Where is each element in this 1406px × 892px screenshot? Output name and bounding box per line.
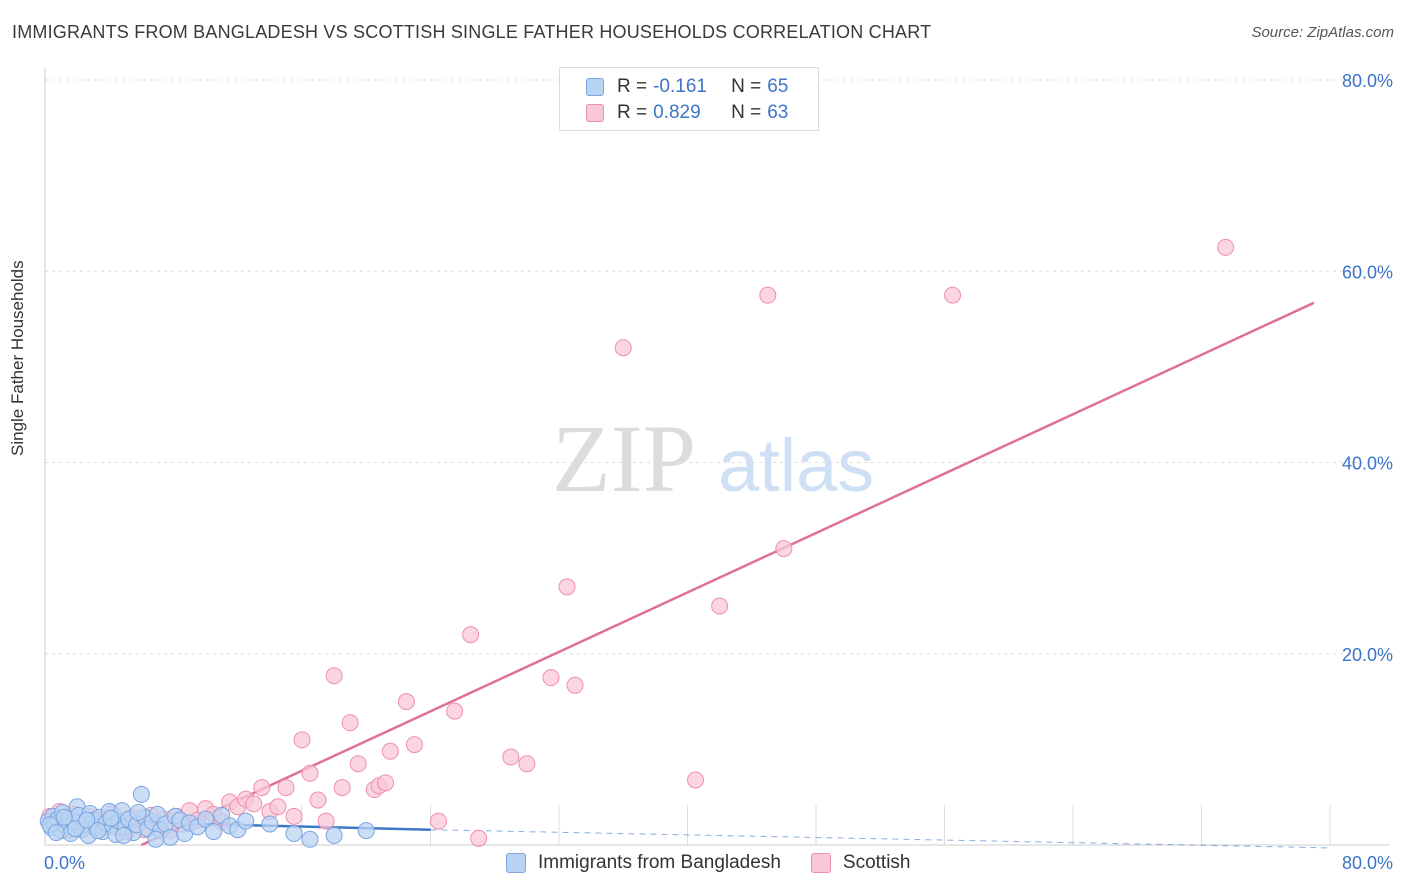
y-tick-label: 40.0% [1342,454,1393,474]
point-bangladesh [285,825,303,843]
y-tick-label: 80.0% [1342,71,1393,91]
point-scottish [317,812,335,830]
data-points [39,238,1235,848]
point-bangladesh [261,815,279,833]
point-scottish [558,578,576,596]
point-bangladesh [67,820,85,838]
point-bangladesh [47,824,65,842]
x-tick-label: 0.0% [44,853,85,873]
point-scottish [614,339,632,357]
legend-r-label: R = [617,102,648,123]
point-scottish [566,676,584,694]
trend-line-bangladesh-extended [430,829,1331,849]
grid-lines [45,79,1390,845]
point-scottish [470,829,488,847]
watermark-zip: ZIP [552,405,696,512]
point-scottish [381,742,399,760]
point-scottish [502,748,520,766]
point-scottish [405,736,423,754]
point-scottish [1217,238,1235,256]
point-scottish [269,798,287,816]
series-legend: Immigrants from Bangladesh Scottish [506,852,940,874]
axes [44,68,1390,846]
legend-label-scottish: Scottish [842,852,911,873]
point-scottish [446,702,464,720]
chart-title: IMMIGRANTS FROM BANGLADESH VS SCOTTISH S… [12,22,932,42]
point-scottish [542,669,560,687]
point-bangladesh [115,826,133,844]
point-scottish [325,667,343,685]
legend-r-label: R = [617,76,648,97]
point-bangladesh [78,811,96,829]
watermark-atlas: atlas [718,424,874,507]
legend-row-bangladesh: R = -0.161 N = 65 [586,75,788,99]
trend-lines [44,301,1331,849]
point-scottish [775,540,793,558]
watermark: ZIP atlas [552,405,874,512]
point-bangladesh [147,830,165,848]
point-bangladesh [357,822,375,840]
legend-label-bangladesh: Immigrants from Bangladesh [538,852,781,873]
point-scottish [277,779,295,797]
x-tick-label: 80.0% [1342,853,1393,873]
point-bangladesh [301,830,319,848]
point-scottish [285,807,303,825]
legend-row-scottish: R = 0.829 N = 63 [586,101,788,125]
y-tick-label: 60.0% [1342,262,1393,282]
correlation-legend: R = -0.161 N = 65 R = 0.829 N = 63 [559,67,819,131]
point-scottish [944,286,962,304]
point-bangladesh [325,826,343,844]
point-scottish [245,795,263,813]
point-scottish [518,755,536,773]
y-axis-title: Single Father Households [8,260,27,456]
legend-swatch-pink [586,104,604,122]
legend-n-label: N = [731,76,762,97]
point-scottish [397,693,415,711]
point-scottish [377,774,395,792]
point-scottish [333,779,351,797]
legend-r-value: 0.829 [653,102,701,123]
legend-r-value: -0.161 [653,76,707,97]
point-bangladesh [205,823,223,841]
point-bangladesh [132,785,150,803]
point-scottish [759,286,777,304]
point-bangladesh [129,803,147,821]
point-scottish [711,597,729,615]
point-bangladesh [197,810,215,828]
point-scottish [341,714,359,732]
legend-swatch-pink [810,853,831,873]
legend-swatch-blue [506,853,526,873]
legend-item-scottish[interactable]: Scottish [810,852,911,874]
y-tick-label: 20.0% [1342,645,1393,665]
point-scottish [253,779,271,797]
point-scottish [301,764,319,782]
point-scottish [293,731,311,749]
point-bangladesh [55,808,73,826]
legend-n-label: N = [731,102,762,123]
tick-labels: 20.0% 40.0% 60.0% 80.0% 0.0% 80.0% [44,71,1393,873]
legend-n-value: 65 [767,76,789,97]
point-bangladesh [102,809,120,827]
source-label: Source: ZipAtlas.com [1251,24,1394,41]
point-bangladesh [89,822,107,840]
legend-item-bangladesh[interactable]: Immigrants from Bangladesh [506,852,781,874]
point-scottish [430,812,448,830]
point-scottish [687,771,705,789]
legend-n-value: 63 [767,102,789,123]
point-bangladesh [161,828,179,846]
point-scottish [309,791,327,809]
trend-line-scottish [140,301,1315,847]
point-scottish [349,755,367,773]
point-bangladesh [237,812,255,830]
legend-swatch-blue [586,78,604,96]
point-scottish [462,626,480,644]
